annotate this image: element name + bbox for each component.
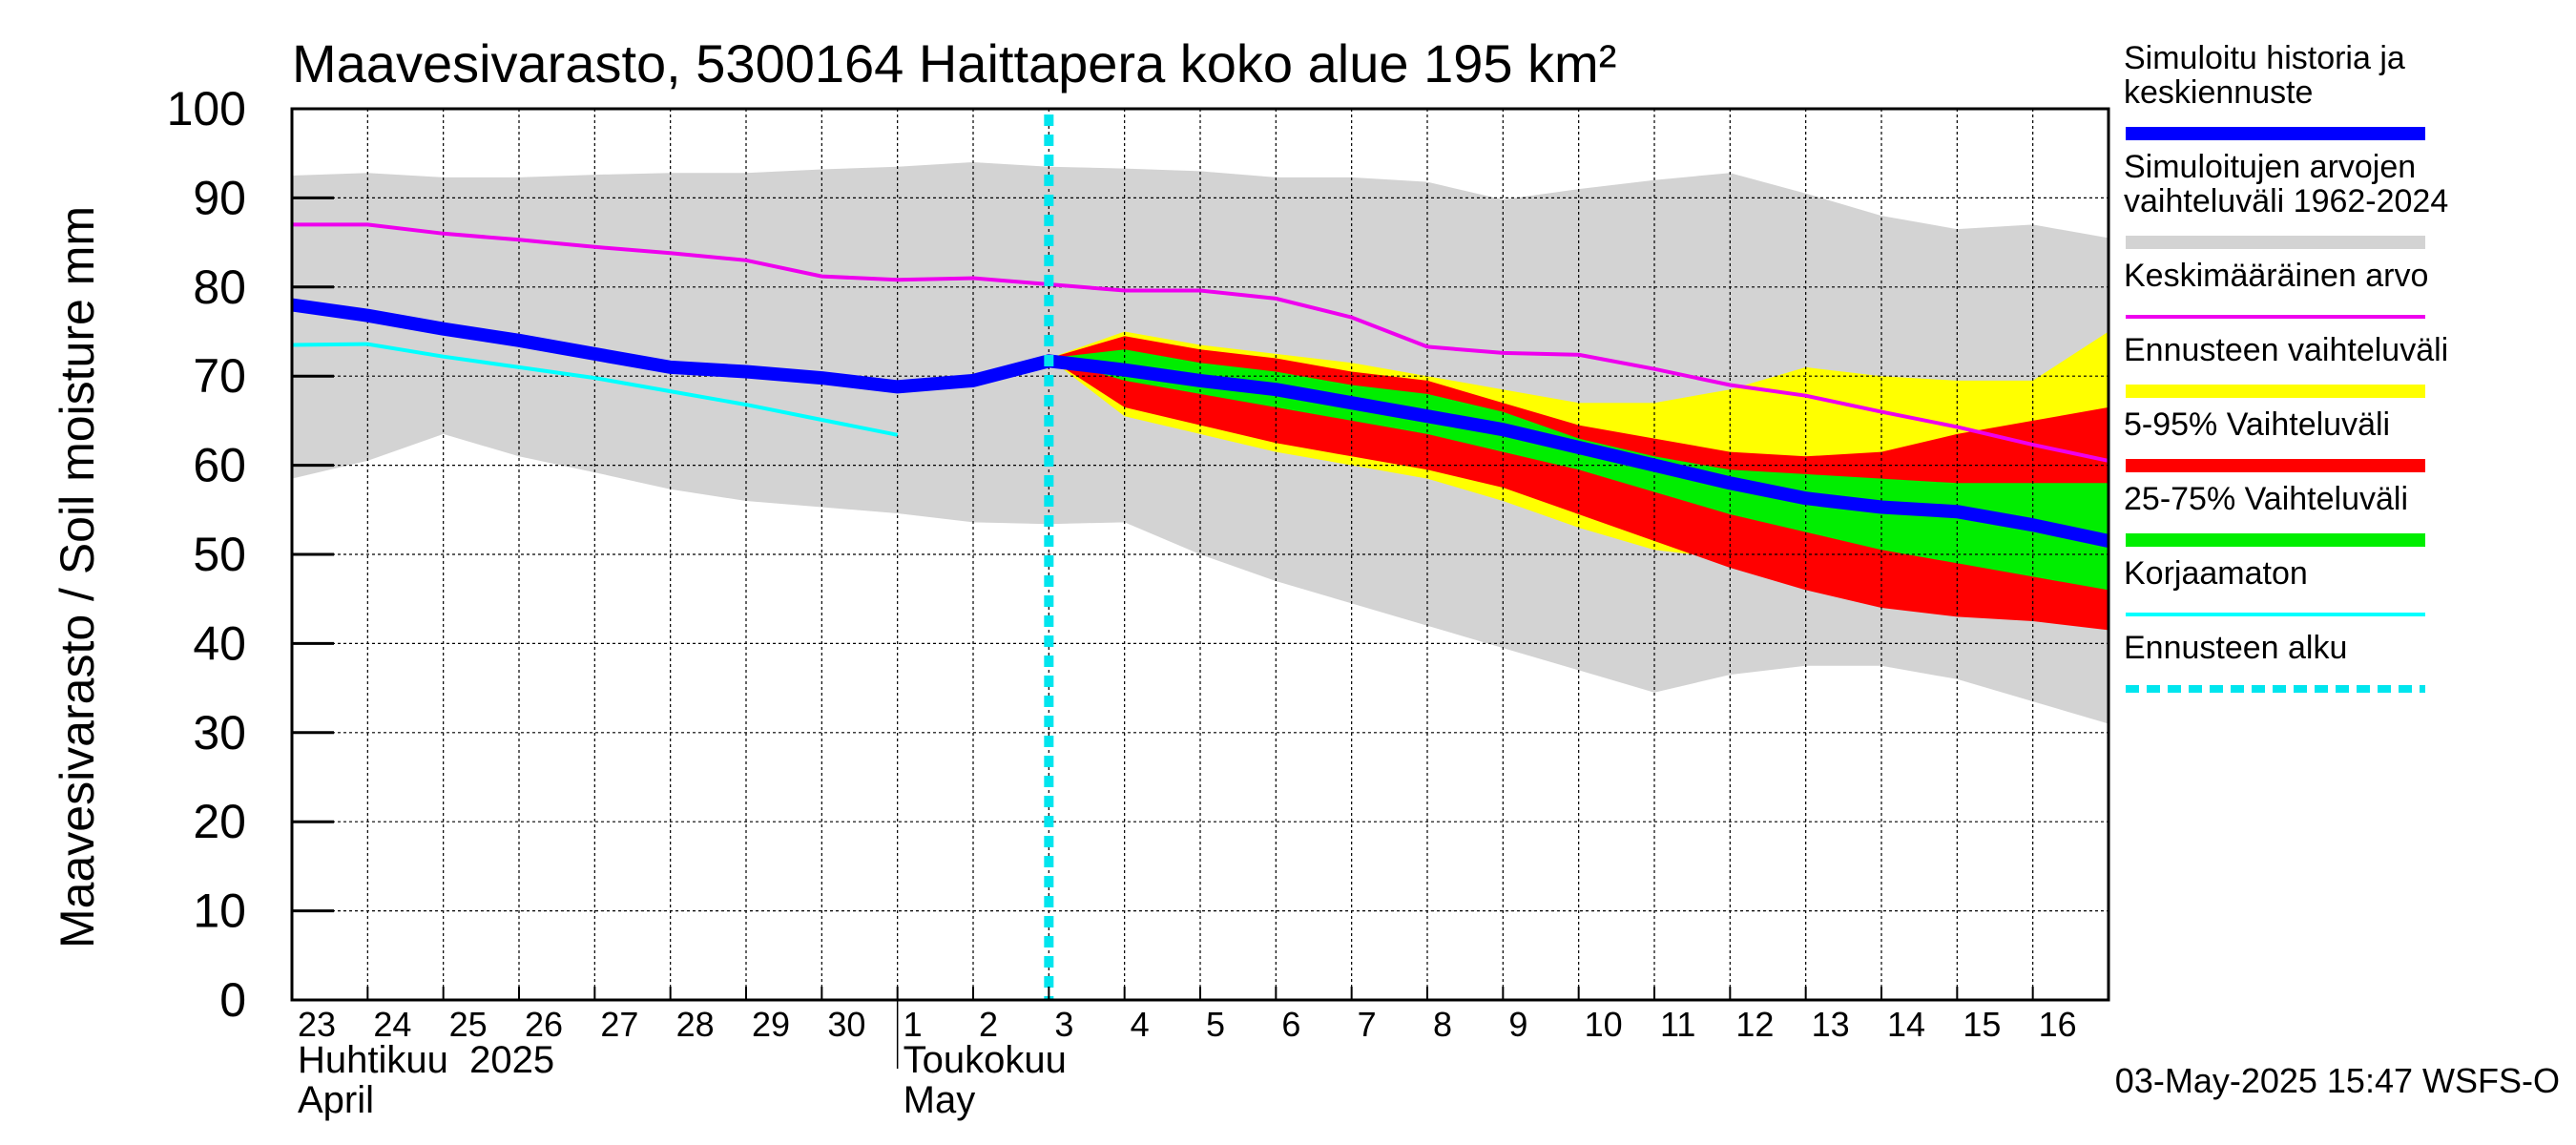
x-day-label: 1	[904, 1005, 923, 1044]
legend-item-forecast_start: Ennusteen alku	[2124, 630, 2425, 693]
x-day-label: 15	[1963, 1005, 2001, 1044]
y-tick-label: 0	[219, 973, 246, 1027]
mean-line	[292, 222, 2109, 463]
y-tick-label: 60	[193, 439, 246, 492]
x-day-label: 30	[827, 1005, 865, 1044]
x-day-label: 4	[1131, 1005, 1150, 1044]
chart-legend: Simuloitu historia jakeskiennusteSimuloi…	[2124, 40, 2448, 693]
x-day-label: 9	[1508, 1005, 1527, 1044]
x-day-label: 24	[373, 1005, 411, 1044]
y-tick-label: 70	[193, 349, 246, 403]
legend-label: Ennusteen vaihteluväli	[2124, 332, 2448, 368]
x-day-label: 7	[1358, 1005, 1377, 1044]
legend-label: vaihteluväli 1962-2024	[2124, 183, 2448, 219]
x-day-label: 14	[1887, 1005, 1925, 1044]
p25-75-band	[1049, 349, 2109, 591]
legend-item-uncorrected: Korjaamaton	[2124, 555, 2425, 616]
y-tick-label: 100	[167, 82, 246, 135]
x-day-label: 13	[1812, 1005, 1850, 1044]
x-day-label: 2	[979, 1005, 998, 1044]
y-axis-label: Maavesivarasto / Soil moisture mm	[51, 206, 104, 948]
x-day-label: 6	[1281, 1005, 1300, 1044]
x-day-label: 28	[676, 1005, 715, 1044]
chart-lines	[291, 114, 2110, 1000]
legend-item-p5_95: 5-95% Vaihteluväli	[2124, 406, 2425, 472]
timestamp-label: 03-May-2025 15:47 WSFS-O	[2115, 1061, 2560, 1100]
month-label-en: April	[298, 1079, 374, 1121]
x-day-label: 11	[1660, 1005, 1695, 1044]
history-forecast-line	[291, 298, 2110, 548]
y-tick-label: 30	[193, 706, 246, 760]
legend-item-mean: Keskimääräinen arvo	[2124, 258, 2428, 319]
x-day-label: 12	[1735, 1005, 1774, 1044]
x-day-label: 3	[1054, 1005, 1073, 1044]
chart-title: Maavesivarasto, 5300164 Haittapera koko …	[292, 33, 1616, 94]
legend-label: Korjaamaton	[2124, 555, 2308, 592]
x-day-label: 10	[1585, 1005, 1623, 1044]
month-label-fi: Toukokuu	[904, 1039, 1067, 1081]
legend-label: 25-75% Vaihteluväli	[2124, 481, 2408, 517]
legend-label: Simuloitujen arvojen	[2124, 149, 2416, 185]
x-day-label: 5	[1206, 1005, 1225, 1044]
y-tick-label: 80	[193, 260, 246, 314]
y-tick-label: 20	[193, 795, 246, 848]
x-day-label: 25	[449, 1005, 488, 1044]
x-axis-labels: 23 24 25 26 27 28 29 30 1 2 3 4 5 6 7 8 9 10 11 12 13 14 15 16H…	[298, 1005, 2077, 1121]
y-tick-label: 90	[193, 171, 246, 224]
legend-label: Keskimääräinen arvo	[2124, 258, 2428, 294]
x-day-label: 8	[1433, 1005, 1452, 1044]
legend-label: 5-95% Vaihteluväli	[2124, 406, 2390, 443]
x-day-label: 27	[600, 1005, 638, 1044]
chart-axes	[290, 107, 2110, 1069]
x-day-label: 26	[525, 1005, 563, 1044]
legend-label: Simuloitu historia ja	[2124, 40, 2405, 76]
y-tick-label: 10	[193, 885, 246, 938]
legend-label: keskiennuste	[2124, 74, 2313, 111]
y-tick-label: 50	[193, 528, 246, 581]
x-day-label: 29	[752, 1005, 790, 1044]
month-label-en: May	[904, 1079, 976, 1121]
y-tick-label: 40	[193, 616, 246, 670]
x-day-label: 23	[298, 1005, 336, 1044]
uncorrected-line	[291, 342, 899, 437]
legend-label: Ennusteen alku	[2124, 630, 2347, 666]
y-axis-labels: 0 10 20 30 40 50 60 70 80 90 100	[167, 82, 246, 1027]
legend-item-forecast_range: Ennusteen vaihteluväli	[2124, 332, 2448, 398]
chart-grid	[292, 109, 2109, 1000]
x-day-label: 16	[2039, 1005, 2077, 1044]
legend-item-p25_75: 25-75% Vaihteluväli	[2124, 481, 2425, 547]
month-label-fi: Huhtikuu 2025	[298, 1039, 554, 1081]
